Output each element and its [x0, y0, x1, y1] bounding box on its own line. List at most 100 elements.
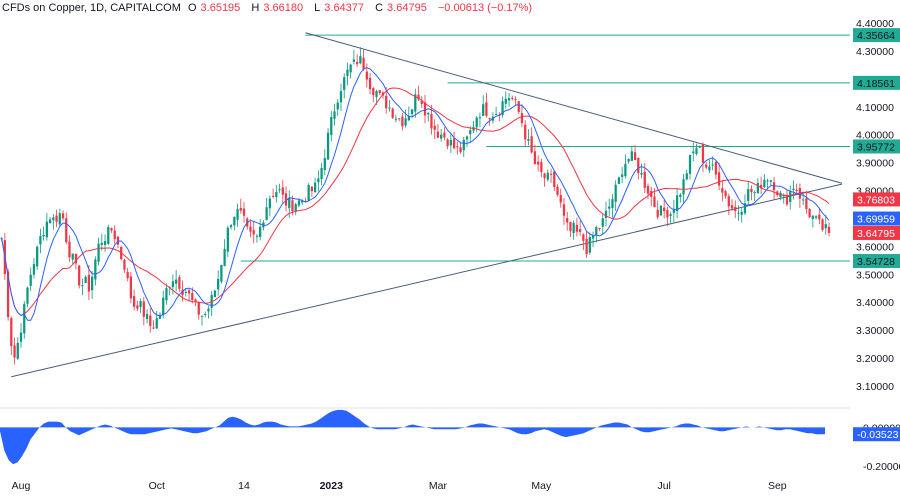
candle-body [346, 69, 349, 76]
close-value: C 3.64795 [375, 2, 431, 14]
candle-body [785, 195, 789, 205]
candle-body [142, 301, 145, 317]
candle-body [187, 290, 191, 294]
candle-body [747, 189, 750, 201]
x-tick-label: Mar [429, 480, 448, 492]
candle-body [449, 139, 452, 146]
candle-body [488, 117, 491, 119]
price-label-text: 3.69959 [857, 214, 895, 226]
candle-body [252, 230, 255, 235]
candle-body [278, 189, 281, 191]
candle-body [233, 217, 236, 226]
candle-body [281, 187, 284, 195]
candle-body [307, 184, 310, 201]
candle-body [520, 113, 524, 123]
candle-body [84, 276, 87, 284]
candle-body [766, 180, 769, 182]
price-label-text: 3.76803 [857, 194, 895, 206]
candle-body [52, 217, 55, 221]
candle-body [524, 124, 527, 140]
candle-body [158, 314, 162, 319]
candle-body [708, 166, 711, 171]
candle-body [81, 285, 84, 287]
candle-body [175, 279, 178, 284]
candle-body [359, 56, 362, 64]
x-tick-label: Aug [12, 480, 31, 492]
horizontal-levels [240, 34, 850, 262]
candle-body [769, 180, 772, 182]
candle-body [756, 182, 760, 194]
candle-body [811, 215, 814, 219]
candle-body [789, 191, 792, 203]
candle-body [795, 190, 798, 192]
candle-body [259, 226, 262, 237]
candle-body [275, 191, 278, 198]
y-tick-label: 4.40000 [856, 18, 894, 30]
candle-body [352, 59, 356, 62]
candle-body [398, 118, 401, 120]
candle-body [423, 102, 427, 116]
open-label: O [187, 2, 197, 14]
low-price: 3.64377 [324, 2, 365, 14]
price-label-text: 4.18561 [857, 78, 895, 90]
candle-body [556, 186, 559, 195]
oscillator-axis: 0.00000-0.20000-0.03523 [853, 422, 900, 473]
candle-body [317, 178, 320, 183]
y-tick-label: 4.00000 [856, 130, 894, 142]
candle-body [536, 161, 540, 165]
x-tick-label: Sep [768, 480, 787, 492]
candle-body [97, 243, 100, 262]
candle-body [494, 114, 498, 116]
candle-body [107, 227, 110, 244]
price-label-box [853, 211, 900, 226]
price-axis: 4.400004.300004.200004.100004.000003.900… [853, 18, 900, 393]
candle-body [808, 208, 811, 218]
candle-body [184, 291, 187, 293]
candle-body [436, 131, 440, 138]
candle-body [559, 195, 562, 203]
candle-body [378, 90, 381, 94]
candle-body [155, 318, 158, 329]
candle-body [614, 184, 617, 202]
candle-body [585, 238, 588, 255]
candle-body [443, 132, 446, 138]
candle-body [511, 97, 514, 99]
candle-body [326, 132, 330, 160]
candle-body [401, 116, 404, 127]
x-tick-label: 2023 [320, 480, 344, 492]
candle-body [717, 172, 721, 186]
candle-body [223, 248, 226, 267]
candle-body [23, 304, 26, 334]
candle-body [507, 98, 511, 101]
candle-body [721, 188, 724, 193]
candle-body [553, 171, 556, 187]
candle-body [213, 290, 217, 298]
y-tick-label: 3.50000 [856, 269, 894, 281]
candle-body [643, 171, 646, 188]
candle-body [533, 151, 537, 165]
candle-body [621, 174, 624, 177]
candle-body [145, 313, 149, 320]
y-tick-label: 3.20000 [856, 353, 894, 365]
candle-body [452, 138, 456, 149]
price-label-box [853, 139, 900, 154]
candle-body [320, 167, 323, 179]
candle-body [711, 164, 714, 166]
candle-body [582, 234, 585, 241]
candle-body [68, 241, 71, 258]
candle-body [501, 101, 504, 116]
candle-body [734, 206, 737, 212]
candle-body [313, 182, 317, 193]
candle-body [100, 242, 103, 245]
candle-body [669, 214, 672, 216]
candle-body [462, 139, 465, 151]
candle-body [410, 109, 414, 115]
candle-body [595, 227, 598, 236]
candle-body [611, 199, 614, 209]
candle-body [478, 117, 482, 119]
candle-body [692, 151, 695, 154]
ma-slow-line [1, 87, 830, 317]
candle-body [229, 225, 233, 228]
